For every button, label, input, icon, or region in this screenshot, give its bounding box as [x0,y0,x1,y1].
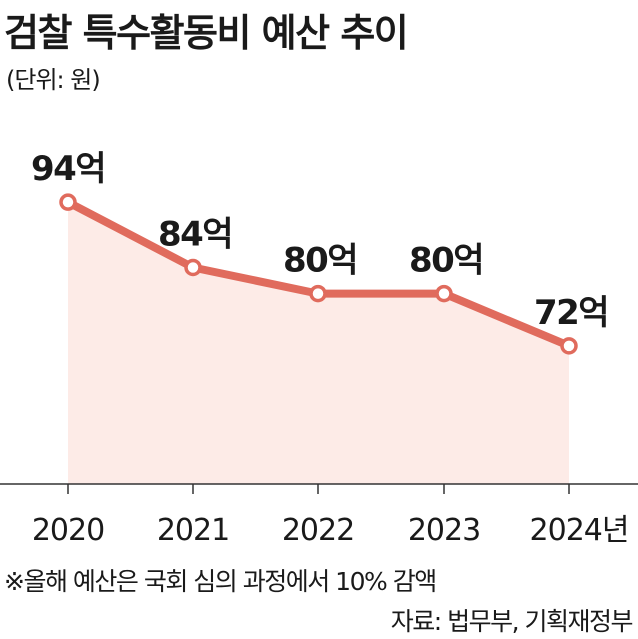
data-label: 72억 [534,293,608,333]
x-tick-label: 2023 [408,513,480,548]
data-point [59,193,77,211]
data-point [435,284,453,303]
data-point [309,284,327,303]
x-tick-label: 2024년 [530,513,629,548]
x-tick-label: 2020 [32,513,104,548]
data-point [560,337,578,355]
data-label: 84억 [158,214,232,254]
unit-label: (단위: 원) [6,66,101,94]
x-tick-label: 2021 [157,513,229,548]
data-label: 80억 [409,241,483,281]
x-tick-label: 2022 [282,513,354,548]
line-chart: 2020 2021 2022 2023 2024년 94억 84억 80억 80억 72억 [0,149,638,548]
footnote: ※올해 예산은 국회 심의 과정에서 10% 감액 [4,567,437,596]
data-label: 94억 [31,149,105,189]
data-point [184,258,202,277]
source-credit: 자료: 법무부, 기획재정부 [390,607,634,636]
page-title: 검찰 특수활동비 예산 추이 [4,11,409,55]
data-label: 80억 [283,241,357,281]
